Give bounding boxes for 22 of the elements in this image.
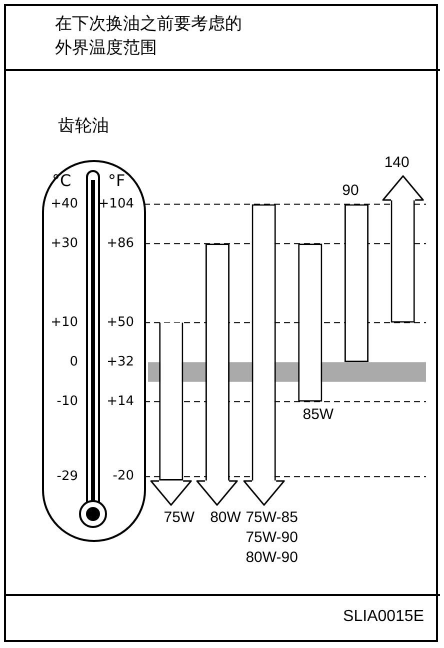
x-tick-label: 85W — [302, 406, 334, 424]
y2-tick-label: +104 — [98, 196, 134, 212]
y-tick-label: -29 — [56, 468, 78, 484]
x-tick-label: 90 — [342, 182, 359, 199]
y2-axis-title: °F — [108, 171, 126, 190]
x-tick-label: 80W — [210, 509, 242, 526]
y2-tick-label: +86 — [106, 236, 134, 252]
y-tick-label: +40 — [50, 196, 78, 212]
y-tick-label: -10 — [56, 394, 78, 409]
x-tick-label: 75W — [164, 509, 196, 526]
y2-tick-label: +14 — [106, 394, 134, 409]
y2-tick-label: +32 — [106, 354, 134, 370]
x-tick-label: 75W-85 75W-90 80W-90 — [246, 509, 298, 566]
text: 齿轮油 — [58, 115, 109, 137]
y2-tick-label: -20 — [112, 468, 134, 484]
chart-title: 在下次换油之前要考虑的外界温度范围 — [55, 13, 243, 60]
y2-tick-label: +50 — [106, 315, 134, 330]
text: SLIA0015E — [343, 608, 424, 626]
y-tick-label: +30 — [50, 236, 78, 252]
x-tick-label: 140 — [384, 154, 410, 171]
y-tick-label: 0 — [70, 354, 78, 370]
y-tick-label: +10 — [50, 315, 78, 330]
